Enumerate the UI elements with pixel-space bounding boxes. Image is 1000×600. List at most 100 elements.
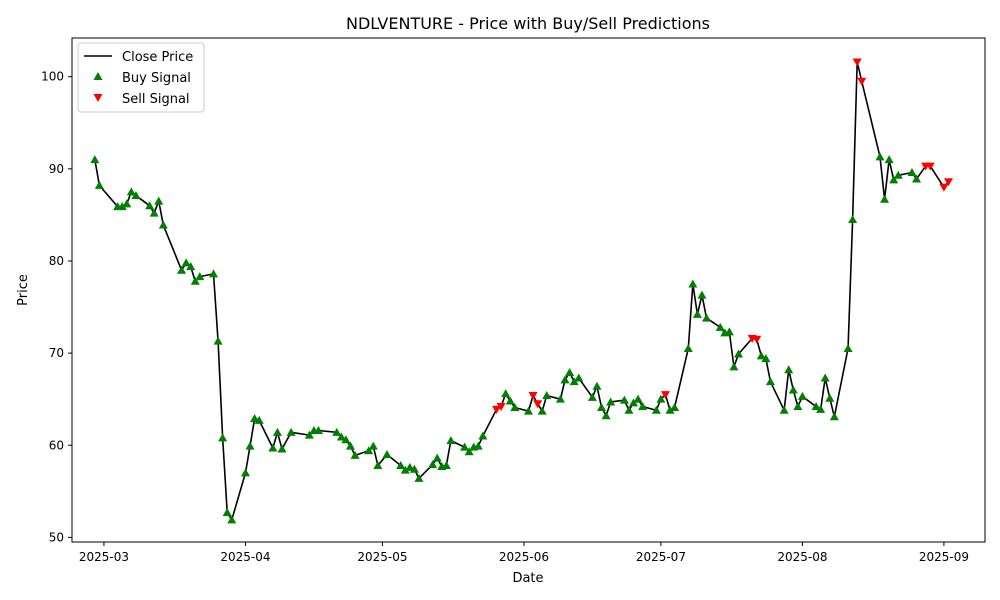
buy-signal-marker [126, 187, 136, 196]
buy-signal-marker [396, 461, 406, 470]
buy-signal-marker [432, 453, 442, 462]
buy-signal-marker [811, 402, 821, 411]
y-axis-label: Price [16, 274, 31, 306]
x-axis: 2025-03 2025-04 2025-05 2025-06 2025-07 2025-… [79, 542, 969, 564]
buy-signal-marker [633, 394, 643, 403]
buy-signal-marker [619, 395, 629, 404]
buy-signal-marker [336, 432, 346, 441]
buy-signal-marker [304, 430, 314, 439]
buy-signal-marker [190, 276, 200, 285]
buy-signal-marker [428, 460, 438, 469]
buy-signal-marker [592, 381, 602, 390]
sell-signal-marker [857, 77, 867, 86]
buy-signal-marker [154, 196, 164, 205]
buy-signal-marker [254, 415, 264, 424]
buy-signal-marker [213, 336, 223, 345]
buy-signal-marker [195, 272, 205, 281]
buy-signal-marker [400, 465, 410, 474]
x-tick-label: 2025-05 [357, 550, 407, 564]
y-tick-label: 70 [49, 346, 64, 360]
buy-signal-marker [907, 168, 917, 177]
buy-signal-marker [560, 375, 570, 384]
buy-signal-marker [601, 411, 611, 420]
buy-signal-marker [555, 394, 565, 403]
buy-signal-marker [332, 427, 342, 436]
buy-signal-marker [131, 191, 141, 200]
buy-signal-marker [697, 290, 707, 299]
buy-signal-marker [597, 402, 607, 411]
buy-signal-marker [683, 344, 693, 353]
buy-signal-marker [524, 406, 533, 415]
x-tick-label: 2025-09 [919, 550, 969, 564]
buy-signal-marker [537, 406, 547, 415]
buy-signal-marker [505, 396, 515, 405]
buy-signal-marker [820, 373, 830, 382]
buy-signal-marker [733, 349, 743, 358]
legend-sell-label: Sell Signal [122, 92, 190, 107]
y-tick-label: 90 [49, 162, 64, 176]
buy-signal-marker [565, 367, 575, 376]
buy-signal-marker [688, 279, 698, 288]
buy-signal-marker [409, 464, 419, 473]
buy-signal-marker [670, 402, 680, 411]
buy-signal-marker [272, 427, 282, 436]
buy-signal-marker [158, 220, 168, 229]
buy-signal-marker [441, 461, 451, 470]
buy-signal-marker [364, 446, 374, 455]
buy-signal-marker [848, 215, 858, 224]
buy-signal-marker [702, 313, 712, 322]
buy-signal-marker [756, 351, 766, 360]
x-tick-label: 2025-08 [777, 550, 827, 564]
sell-signal-marker [528, 391, 538, 400]
y-tick-label: 100 [41, 70, 64, 84]
buy-signal-marker [875, 152, 885, 161]
buy-signal-marker [446, 436, 456, 445]
buy-signal-marker [414, 473, 424, 482]
buy-signal-marker [761, 354, 771, 363]
buy-signal-marker [122, 199, 132, 208]
buy-signal-marker [788, 385, 798, 394]
buy-signal-marker [222, 508, 232, 517]
buy-signal-marker [240, 468, 250, 477]
buy-signal-marker [574, 373, 584, 382]
sell-signal-marker [852, 58, 862, 67]
buy-signal-marker [277, 444, 287, 453]
x-tick-label: 2025-06 [499, 550, 549, 564]
buy-signal-marker [793, 402, 803, 411]
buy-signal-marker [784, 365, 794, 374]
buy-signal-marker [797, 391, 807, 400]
plot-area [90, 58, 953, 524]
buy-signal-marker [825, 393, 835, 402]
buy-signal-marker [606, 397, 616, 406]
y-axis: 50 60 70 80 90 100 [41, 70, 72, 544]
sell-signal-marker [533, 400, 543, 409]
buy-signal-marker [729, 362, 739, 371]
buy-signal-marker [268, 443, 278, 452]
buy-signal-marker [460, 442, 470, 451]
buy-signal-marker [341, 435, 351, 444]
buy-signal-marker [94, 180, 104, 189]
buy-signal-marker [382, 449, 392, 458]
buy-signal-marker [889, 175, 899, 184]
buy-signal-marker [227, 515, 237, 524]
buy-signal-marker [350, 450, 360, 459]
buy-signal-marker [314, 426, 324, 435]
sell-signal-markers [492, 58, 953, 414]
buy-signal-marker [345, 441, 355, 450]
buy-signal-marker [218, 433, 228, 442]
sell-signal-marker [939, 183, 949, 192]
buy-signal-marker [656, 394, 666, 403]
buy-signal-marker [715, 322, 725, 331]
buy-signal-marker [651, 405, 661, 414]
buy-signal-marker [464, 447, 474, 456]
buy-signal-marker [884, 155, 894, 164]
buy-signal-marker [181, 258, 191, 267]
buy-signal-marker [724, 327, 734, 336]
buy-signal-marker [177, 265, 187, 274]
y-tick-label: 80 [49, 254, 64, 268]
buy-signal-marker [628, 398, 638, 407]
legend-buy-marker [93, 72, 103, 80]
buy-signal-marker [692, 309, 702, 318]
legend-buy-label: Buy Signal [122, 71, 191, 86]
